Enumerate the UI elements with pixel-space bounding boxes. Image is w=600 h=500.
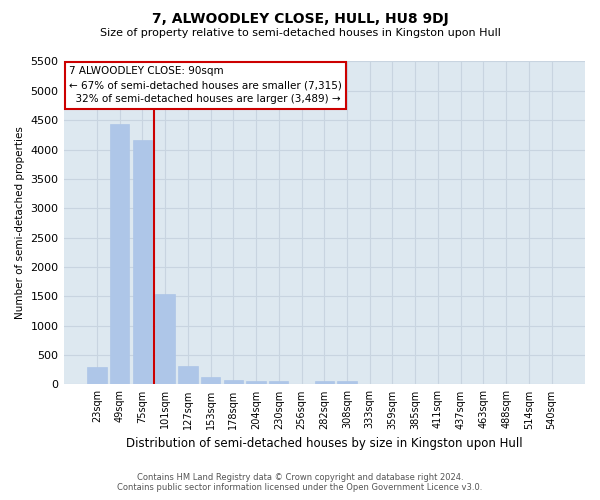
Text: Size of property relative to semi-detached houses in Kingston upon Hull: Size of property relative to semi-detach… bbox=[100, 28, 500, 38]
Bar bbox=[247, 380, 266, 384]
Text: 7, ALWOODLEY CLOSE, HULL, HU8 9DJ: 7, ALWOODLEY CLOSE, HULL, HU8 9DJ bbox=[152, 12, 448, 26]
Text: 7 ALWOODLEY CLOSE: 90sqm
← 67% of semi-detached houses are smaller (7,315)
  32%: 7 ALWOODLEY CLOSE: 90sqm ← 67% of semi-d… bbox=[69, 66, 341, 104]
Bar bbox=[133, 140, 152, 384]
Bar bbox=[201, 378, 220, 384]
Bar bbox=[110, 124, 130, 384]
Bar bbox=[314, 380, 334, 384]
Y-axis label: Number of semi-detached properties: Number of semi-detached properties bbox=[15, 126, 25, 320]
X-axis label: Distribution of semi-detached houses by size in Kingston upon Hull: Distribution of semi-detached houses by … bbox=[126, 437, 523, 450]
Bar bbox=[224, 380, 243, 384]
Text: Contains HM Land Registry data © Crown copyright and database right 2024.
Contai: Contains HM Land Registry data © Crown c… bbox=[118, 473, 482, 492]
Bar bbox=[155, 294, 175, 384]
Bar bbox=[87, 368, 107, 384]
Bar bbox=[269, 380, 289, 384]
Bar bbox=[337, 380, 356, 384]
Bar bbox=[178, 366, 197, 384]
